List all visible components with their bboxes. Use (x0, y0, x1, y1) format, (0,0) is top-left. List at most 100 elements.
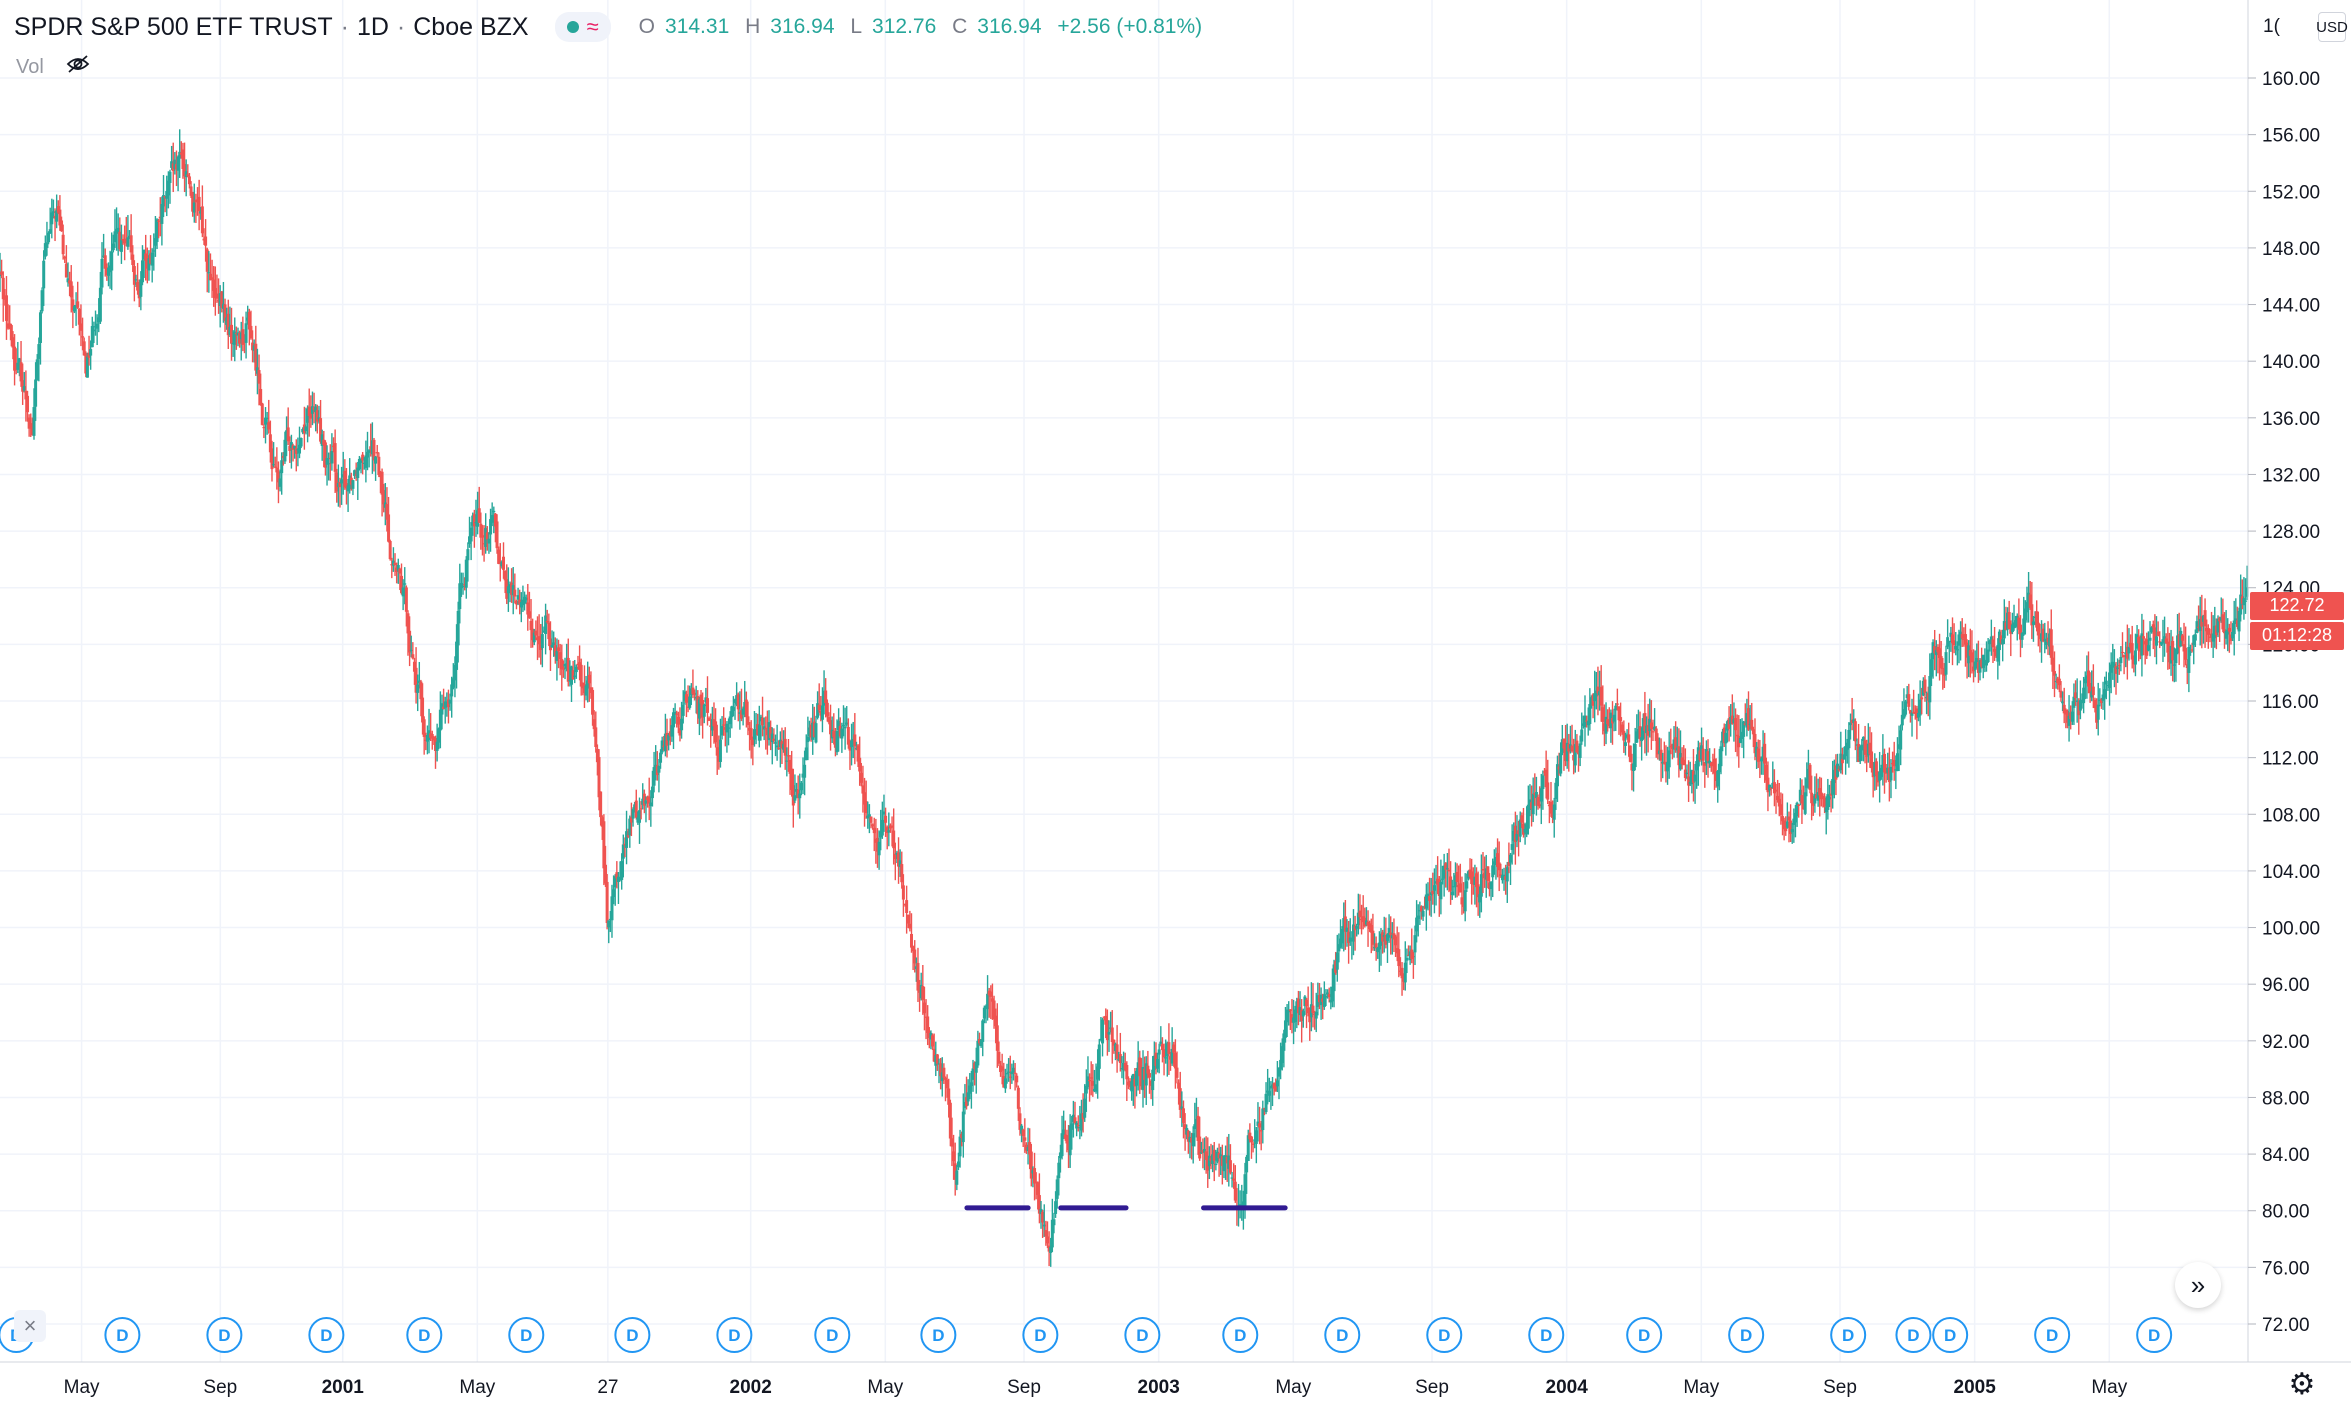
price-axis[interactable]: 72.00 76.00 80.00 84.00 88.00 92.00 96.00 100.0… (2248, 69, 2320, 1336)
dividend-marker-icon[interactable]: D (2034, 1317, 2071, 1353)
dividend-marker-icon[interactable]: D (814, 1317, 851, 1353)
price-tick-label: 140.00 (2262, 352, 2320, 373)
dividend-marker-icon[interactable]: D (1426, 1317, 1463, 1353)
candle (1343, 899, 1347, 950)
candle (1793, 804, 1797, 838)
candle (171, 142, 175, 193)
dividend-marker-icon[interactable]: D (1528, 1317, 1565, 1353)
candle (383, 483, 387, 526)
candle (50, 198, 54, 239)
candle (989, 985, 993, 1020)
candle (247, 308, 251, 346)
candle (1920, 687, 1924, 715)
eye-hidden-icon[interactable] (66, 54, 90, 80)
candle (940, 1057, 944, 1097)
dividend-marker-icon[interactable]: D (1728, 1317, 1765, 1353)
candle (40, 287, 44, 314)
candle (1256, 1102, 1260, 1142)
candle (27, 414, 31, 437)
candle (1632, 743, 1636, 792)
price-tick-label: 100.00 (2262, 919, 2320, 940)
candle (731, 696, 735, 717)
candle (1094, 1063, 1098, 1094)
candle (60, 216, 64, 232)
candle (278, 469, 282, 492)
candle (1530, 785, 1534, 827)
candle (965, 1076, 969, 1110)
candle (788, 754, 792, 795)
candle (1682, 745, 1686, 766)
dividend-marker-icon[interactable]: D (308, 1317, 345, 1353)
dividend-marker-icon[interactable]: D (1626, 1317, 1663, 1353)
dividend-marker-icon[interactable]: D (1932, 1317, 1969, 1353)
candle (296, 437, 300, 467)
dividend-marker-icon[interactable]: D (1222, 1317, 1259, 1353)
candle (2169, 629, 2173, 676)
scroll-to-realtime-button[interactable]: » (2175, 1262, 2221, 1308)
candle (403, 567, 407, 605)
candle (748, 722, 752, 751)
candle (1721, 728, 1725, 752)
dividend-marker-icon[interactable]: D (1124, 1317, 1161, 1353)
candle (1615, 688, 1619, 711)
currency-button[interactable]: USD (2316, 12, 2348, 42)
symbol-name[interactable]: SPDR S&P 500 ETF TRUST (14, 12, 333, 41)
candle (1734, 708, 1738, 753)
candle (1771, 761, 1775, 789)
candle (307, 388, 311, 437)
settings-gear-icon[interactable]: ⚙ (2288, 1367, 2316, 1401)
candle (55, 194, 59, 229)
dividend-marker-icon[interactable]: D (2136, 1317, 2173, 1353)
candle (2185, 659, 2189, 685)
candle (1475, 867, 1479, 908)
candle (953, 1142, 957, 1196)
dividend-marker-icon[interactable]: D (508, 1317, 545, 1353)
dividend-marker-icon[interactable]: D (1022, 1317, 1059, 1353)
candle (1651, 719, 1655, 742)
dividend-marker-icon[interactable]: D (920, 1317, 957, 1353)
candle (2216, 615, 2220, 638)
dividend-marker-icon[interactable]: D (614, 1317, 651, 1353)
candle (997, 1041, 1001, 1067)
candle (1397, 932, 1401, 978)
dividend-marker-icon[interactable]: D (716, 1317, 753, 1353)
candle (2070, 701, 2074, 725)
candle (166, 171, 170, 209)
candle (1989, 619, 1993, 656)
candle (735, 682, 739, 707)
candle (621, 834, 625, 878)
candle (1552, 797, 1556, 838)
candle (1013, 1062, 1017, 1091)
candle (382, 483, 386, 513)
candle (276, 461, 280, 504)
close-icon[interactable]: × (14, 1310, 46, 1342)
interval-label[interactable]: 1D (356, 12, 389, 41)
candle (1716, 769, 1720, 803)
candle (803, 750, 807, 796)
dividend-marker-icon[interactable]: D (1895, 1317, 1932, 1353)
time-axis[interactable]: May Sep 2001 May 27 2002 May Sep 2003 May Sep 2004 M… (64, 1377, 2128, 1398)
candle (519, 592, 523, 623)
candle (1283, 1007, 1287, 1043)
dividend-marker-icon[interactable]: D (104, 1317, 141, 1353)
candle (213, 266, 217, 316)
candle (937, 1058, 941, 1084)
dividend-marker-icon[interactable]: D (1830, 1317, 1867, 1353)
candle (186, 164, 190, 178)
candle (892, 808, 896, 865)
candle (563, 657, 567, 680)
market-status-toggle[interactable]: ≈ (554, 12, 611, 42)
dividend-marker-icon[interactable]: D (406, 1317, 443, 1353)
candle (259, 373, 263, 406)
dividend-marker-icon[interactable]: D (1324, 1317, 1361, 1353)
dividend-marker-icon[interactable]: D (206, 1317, 243, 1353)
candle (1232, 1163, 1236, 1189)
candle (1188, 1131, 1192, 1159)
candle (1288, 1009, 1292, 1031)
candle (2129, 634, 2133, 653)
candle (1648, 698, 1652, 738)
candle (2135, 625, 2139, 651)
dividend-marker-label: D (418, 1326, 430, 1345)
candle (43, 235, 47, 260)
